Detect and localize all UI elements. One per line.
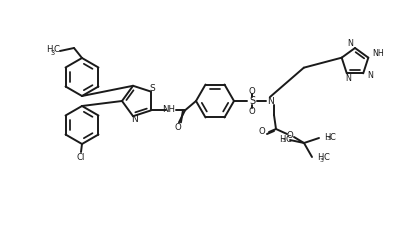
Text: H: H [279,135,285,144]
Text: H: H [317,153,324,162]
Text: S: S [149,84,155,93]
Text: S: S [249,96,255,106]
Text: O: O [249,106,255,115]
Text: C: C [330,133,336,142]
Text: N: N [367,71,373,80]
Text: 3: 3 [282,139,286,144]
Text: 3: 3 [320,158,324,162]
Text: C: C [286,135,292,144]
Text: Cl: Cl [77,153,85,162]
Text: N: N [345,74,351,83]
Text: C: C [323,153,329,162]
Text: NH: NH [163,105,176,114]
Text: O: O [175,123,181,132]
Text: N: N [347,40,353,49]
Text: NH: NH [372,49,384,58]
Text: N: N [131,115,138,124]
Text: O: O [287,130,293,140]
Text: N: N [267,97,273,106]
Text: O: O [259,128,265,137]
Text: H: H [46,45,52,54]
Text: H: H [324,133,330,142]
Text: O: O [249,86,255,95]
Text: C: C [54,45,60,54]
Text: 3: 3 [327,137,331,142]
Text: 3: 3 [51,50,55,56]
